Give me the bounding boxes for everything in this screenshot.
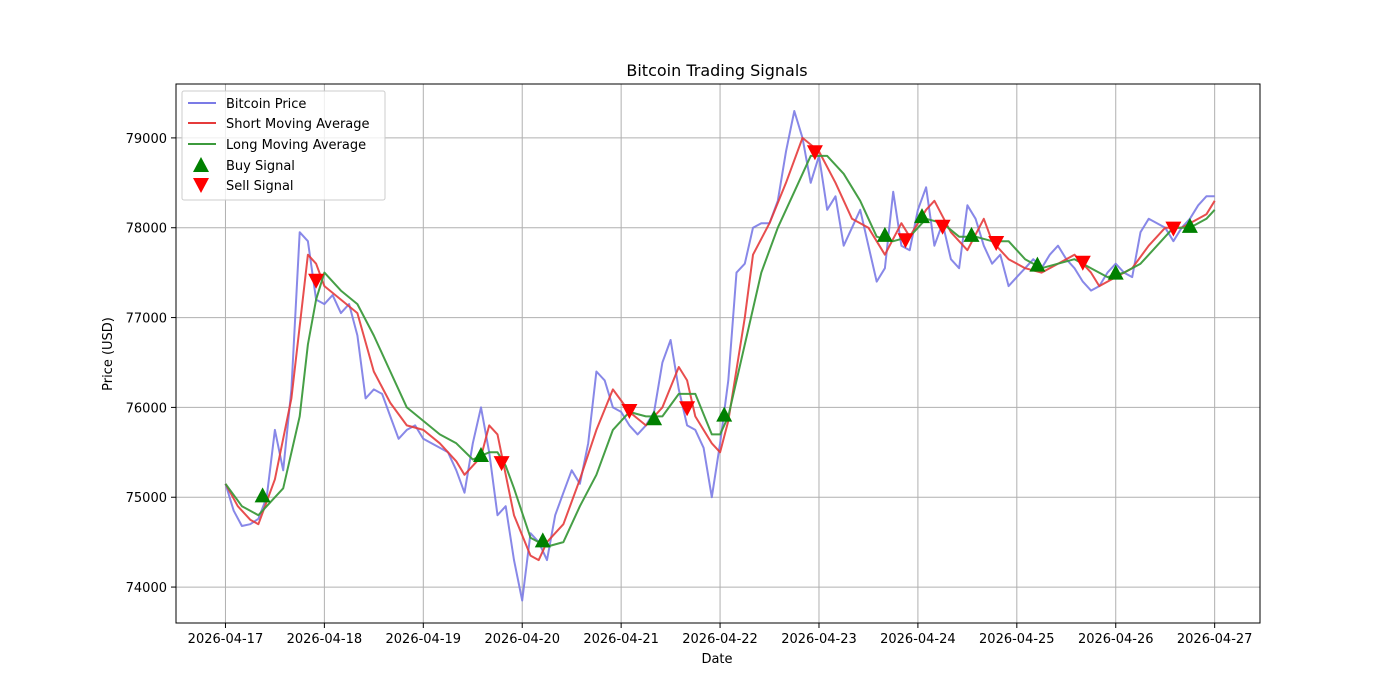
sell-signal-marker bbox=[1074, 255, 1091, 271]
buy-signal-marker bbox=[1181, 217, 1198, 233]
legend-label-price: Bitcoin Price bbox=[226, 97, 306, 112]
legend-label-buy: Buy Signal bbox=[226, 159, 295, 174]
x-axis-label: Date bbox=[701, 652, 732, 667]
x-tick-label: 2026-04-25 bbox=[979, 632, 1055, 647]
sell-signal-marker bbox=[934, 219, 951, 235]
grid-lines bbox=[176, 84, 1260, 623]
x-axis-ticks: 2026-04-17 2026-04-18 2026-04-19 2026-04-20… bbox=[188, 623, 1253, 647]
legend-label-long-ma: Long Moving Average bbox=[226, 138, 366, 153]
buy-signal-marker bbox=[254, 487, 271, 503]
sell-signal-marker bbox=[308, 273, 325, 289]
series-layer bbox=[224, 110, 1216, 602]
buy-signal-marker bbox=[876, 226, 893, 242]
x-tick-label: 2026-04-27 bbox=[1177, 632, 1253, 647]
x-tick-label: 2026-04-18 bbox=[287, 632, 363, 647]
chart-title: Bitcoin Trading Signals bbox=[626, 61, 807, 80]
signal-markers bbox=[254, 145, 1198, 548]
y-axis-label: Price (USD) bbox=[101, 317, 116, 391]
x-tick-label: 2026-04-21 bbox=[583, 632, 659, 647]
buy-signal-marker bbox=[716, 406, 733, 422]
x-tick-label: 2026-04-23 bbox=[781, 632, 857, 647]
legend: Bitcoin Price Short Moving Average Long … bbox=[181, 90, 386, 201]
y-tick-label: 74000 bbox=[126, 581, 167, 596]
buy-signal-marker bbox=[646, 410, 663, 426]
long-ma-line bbox=[224, 154, 1216, 548]
buy-signal-marker bbox=[1029, 256, 1046, 272]
legend-swatch-buy bbox=[193, 157, 209, 172]
y-axis-ticks: 74000 75000 76000 77000 78000 79000 bbox=[126, 132, 176, 596]
x-tick-label: 2026-04-19 bbox=[386, 632, 462, 647]
sell-signal-marker bbox=[679, 401, 696, 417]
legend-swatch-sell bbox=[193, 178, 209, 193]
sell-signal-marker bbox=[806, 145, 823, 161]
buy-signal-marker bbox=[1107, 264, 1124, 280]
price-line bbox=[224, 110, 1215, 602]
x-tick-label: 2026-04-20 bbox=[484, 632, 560, 647]
y-tick-label: 78000 bbox=[126, 222, 167, 237]
legend-box bbox=[181, 90, 386, 201]
sell-signal-marker bbox=[493, 456, 510, 472]
y-tick-label: 75000 bbox=[126, 491, 167, 506]
buy-signal-marker bbox=[473, 447, 489, 462]
sell-signal-marker bbox=[897, 233, 914, 249]
y-tick-label: 77000 bbox=[126, 312, 167, 327]
x-tick-label: 2026-04-24 bbox=[880, 632, 956, 647]
x-tick-label: 2026-04-22 bbox=[682, 632, 758, 647]
y-tick-label: 79000 bbox=[126, 132, 167, 147]
sell-signal-marker bbox=[988, 236, 1005, 251]
short-ma-line bbox=[224, 136, 1216, 562]
buy-signal-marker bbox=[534, 532, 551, 548]
plot-area-frame bbox=[175, 83, 1261, 624]
x-tick-label: 2026-04-17 bbox=[188, 632, 264, 647]
sell-signal-marker bbox=[621, 404, 638, 419]
buy-signal-marker bbox=[963, 226, 980, 242]
x-tick-label: 2026-04-26 bbox=[1078, 632, 1154, 647]
legend-label-sell: Sell Signal bbox=[226, 179, 294, 194]
sell-signal-marker bbox=[1165, 221, 1182, 237]
y-tick-label: 76000 bbox=[126, 401, 167, 416]
buy-signal-marker bbox=[914, 208, 930, 224]
legend-label-short-ma: Short Moving Average bbox=[226, 117, 370, 132]
